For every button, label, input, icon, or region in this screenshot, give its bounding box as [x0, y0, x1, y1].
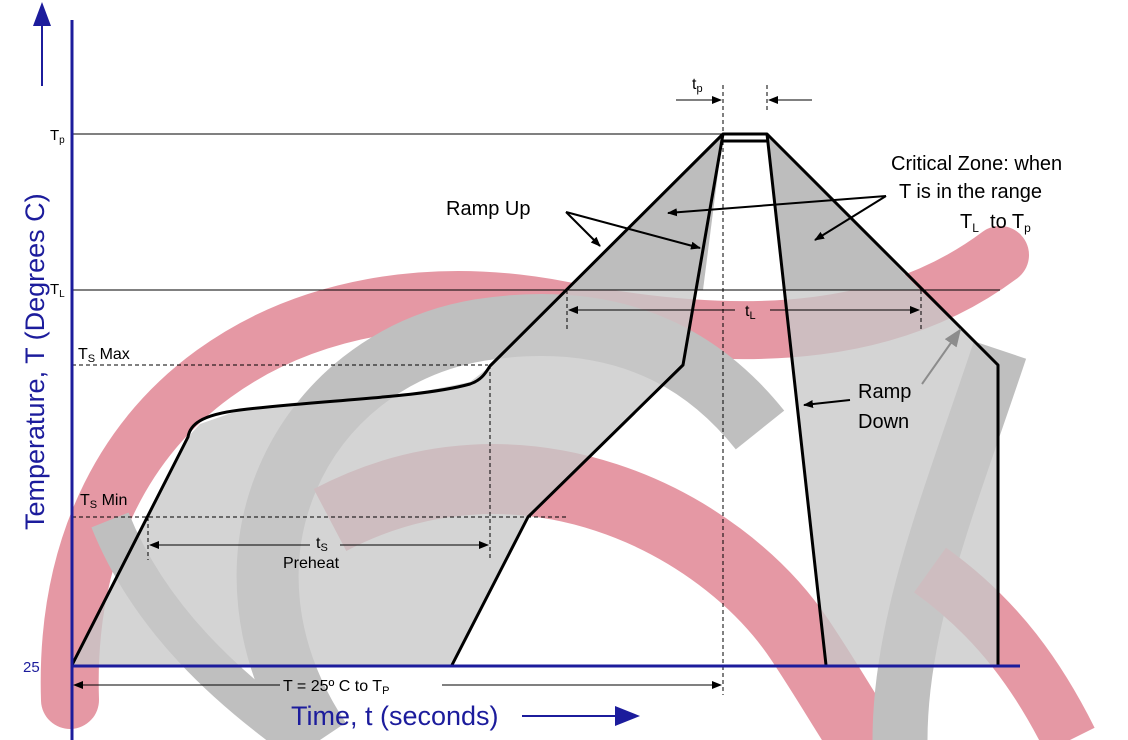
ramp-down-line-1: Ramp [858, 381, 911, 403]
tp-width-label: tp [692, 76, 703, 95]
critical-pointer-right [814, 195, 887, 241]
total-time-label: T = 25º C to TP [283, 678, 389, 697]
x-axis-title: Time, t (seconds) [291, 701, 499, 731]
x-axis-arrow-icon [615, 706, 640, 726]
ramp-down-line-2: Down [858, 411, 909, 433]
preheat-label: Preheat [283, 555, 340, 572]
ramp-down-pointer-right [921, 328, 962, 385]
ramp-up-pointer-outer [565, 211, 601, 247]
ambient-level-label: 25 [23, 659, 40, 676]
critical-zone-pointers [667, 195, 887, 241]
axis-arrows [33, 2, 640, 726]
tl-width-label: tL [745, 303, 756, 322]
lower-profile-curve [450, 133, 828, 666]
ramp-up-pointer-inner [565, 211, 701, 250]
critical-zone-line-2: T is in the range [899, 181, 1042, 203]
critical-pointer-left [667, 195, 887, 217]
ts-max-level-label: TS Max [78, 346, 130, 365]
preheat-band-fill [72, 134, 723, 665]
y-axis-arrow-icon [33, 2, 51, 26]
y-axis-title: Temperature, T (Degrees C) [20, 193, 50, 530]
ts-min-level-label: TS Min [80, 492, 127, 511]
tp-level-label: Tp [50, 127, 65, 146]
ramp-up-label: Ramp Up [446, 198, 530, 220]
ts-width-label: tS [316, 535, 328, 554]
axes [70, 20, 1020, 740]
ramp-down-pointer-left [803, 399, 851, 409]
profile-curves [70, 132, 1000, 666]
tl-level-label: TL [50, 281, 65, 300]
upper-profile-curve [70, 132, 1000, 666]
reference-lines [72, 85, 1000, 695]
critical-zone-line-1: Critical Zone: when [891, 153, 1062, 175]
ramp-up-pointers [565, 211, 701, 250]
critical-zone-line-3: TL to Tp [960, 211, 1031, 235]
dimension-arrows [73, 96, 920, 689]
